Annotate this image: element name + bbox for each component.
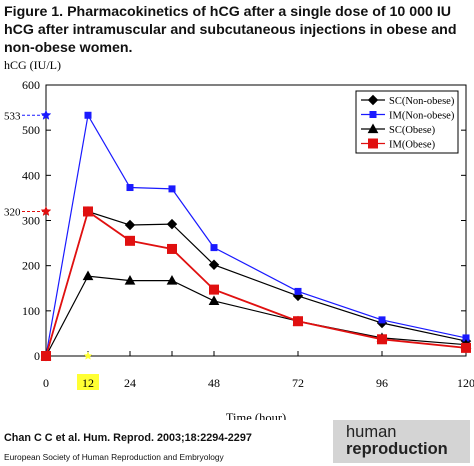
x-tick-highlight xyxy=(77,374,99,390)
citation: Chan C C et al. Hum. Reprod. 2003;18:229… xyxy=(4,432,252,444)
title-line: non-obese women. xyxy=(4,40,133,56)
legend-marker xyxy=(367,123,379,134)
data-point xyxy=(166,275,178,285)
series-line xyxy=(45,210,467,357)
y-axis-label: hCG (IU/L) xyxy=(4,58,61,72)
chart-series xyxy=(40,111,472,362)
x-tick-label: 72 xyxy=(292,376,304,390)
figure-title: Figure 1. Pharmacokinetics of hCG after … xyxy=(4,3,470,57)
data-point xyxy=(168,185,176,193)
legend-marker xyxy=(367,94,379,106)
logo-line: reproduction xyxy=(346,440,448,458)
y-tick-label: 400 xyxy=(22,168,40,182)
chart-axes: 0 100 200 300 400 500 600 0 12 24 48 72 96 120 hCG (IU… xyxy=(4,58,474,420)
y-tick-label: 200 xyxy=(22,259,40,273)
data-point xyxy=(125,235,135,246)
y-tick-label: 300 xyxy=(22,214,40,228)
society-name: European Society of Human Reproduction a… xyxy=(4,452,224,462)
data-point xyxy=(82,270,94,281)
pharmacokinetics-chart: 0 100 200 300 400 500 600 0 12 24 48 72 96 120 hCG (IU… xyxy=(4,58,474,420)
series-sc-obese xyxy=(40,270,472,361)
x-tick-label: 24 xyxy=(124,376,136,390)
data-point xyxy=(378,316,386,324)
data-point xyxy=(210,244,218,252)
data-point xyxy=(208,259,220,270)
peak-label: 320 xyxy=(4,206,21,218)
data-point xyxy=(166,218,178,230)
data-point xyxy=(124,219,136,231)
series-line xyxy=(45,275,467,357)
series-line xyxy=(45,210,467,357)
data-point xyxy=(293,316,303,327)
x-tick-label: 96 xyxy=(376,376,388,390)
peak-star-icon xyxy=(40,109,52,120)
data-point xyxy=(41,351,51,361)
y-tick-label: 100 xyxy=(22,304,40,318)
data-point xyxy=(377,334,387,345)
series-im-non-obese xyxy=(42,111,470,360)
y-tick-label: 600 xyxy=(22,78,40,92)
series-sc-non-obese xyxy=(40,206,472,362)
chart-legend: SC(Non-obese) IM(Non-obese) SC(Obese) IM(Ob… xyxy=(355,90,459,154)
chart-annotations: 533 320 xyxy=(4,109,93,360)
x-tick-label: 48 xyxy=(208,376,220,390)
legend-marker xyxy=(369,111,377,118)
x-tick-label: 12 xyxy=(82,376,94,390)
series-im-obese xyxy=(41,206,471,361)
data-point xyxy=(84,111,92,119)
legend-label: IM(Obese) xyxy=(389,140,436,151)
legend-label: SC(Obese) xyxy=(389,125,436,136)
data-point xyxy=(124,275,136,285)
data-point xyxy=(167,243,177,254)
x-axis-label: Time (hour) xyxy=(226,411,286,420)
time-marker-star-icon xyxy=(83,351,93,360)
journal-logo: human reproduction xyxy=(333,420,470,463)
peak-star-icon xyxy=(40,205,52,217)
data-point xyxy=(209,284,219,295)
data-point xyxy=(126,184,134,192)
peak-label: 533 xyxy=(4,110,21,122)
title-line: hCG after intramuscular and subcutaneous… xyxy=(4,22,457,38)
data-point xyxy=(461,342,471,353)
y-tick-label: 500 xyxy=(22,123,40,137)
x-tick-label: 0 xyxy=(43,376,49,390)
data-point xyxy=(208,295,220,305)
data-point xyxy=(83,206,93,217)
title-line: Figure 1. Pharmacokinetics of hCG after … xyxy=(4,4,452,20)
y-tick-label: 0 xyxy=(34,349,40,363)
logo-line: human xyxy=(346,423,397,441)
x-tick-label: 120 xyxy=(457,376,474,390)
legend-label: IM(Non-obese) xyxy=(389,111,455,122)
legend-label: SC(Non-obese) xyxy=(389,96,455,107)
legend-marker xyxy=(368,138,378,149)
series-line xyxy=(45,113,467,357)
data-point xyxy=(294,287,302,295)
